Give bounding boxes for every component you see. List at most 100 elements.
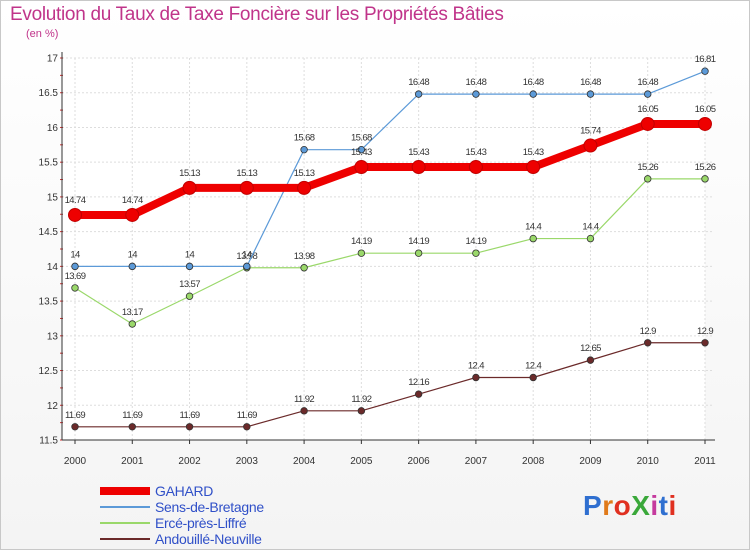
data-label-sens-de-bretagne: 15.68 — [351, 133, 372, 144]
data-label-gahard: 15.43 — [351, 147, 372, 158]
chart-unit-label: (en %) — [26, 28, 59, 40]
data-point-gahard — [526, 160, 541, 175]
data-label-sens-de-bretagne: 16.48 — [580, 77, 601, 88]
data-label-andouille-neuville: 11.69 — [122, 410, 142, 421]
data-label-gahard: 16.05 — [695, 104, 716, 115]
x-tick-label: 2002 — [178, 456, 201, 467]
data-point-andouille-neuville — [529, 373, 537, 382]
data-label-gahard: 15.43 — [466, 147, 487, 158]
data-label-andouille-neuville: 12.16 — [408, 377, 429, 388]
data-label-sens-de-bretagne: 16.48 — [408, 77, 429, 88]
data-point-sens-de-bretagne — [243, 262, 251, 271]
data-point-erce-pres-liffre — [701, 175, 709, 183]
proxiti-logo: ProXiti — [583, 490, 677, 521]
data-label-erce-pres-liffre: 14.19 — [466, 236, 487, 247]
y-tick-label: 16.5 — [39, 88, 59, 99]
data-point-gahard — [411, 160, 426, 175]
data-point-gahard — [125, 207, 140, 222]
data-label-sens-de-bretagne: 14 — [70, 249, 80, 260]
y-tick-label: 15.5 — [39, 158, 59, 169]
data-point-sens-de-bretagne — [529, 90, 537, 98]
data-label-erce-pres-liffre: 13.17 — [122, 307, 143, 318]
data-point-gahard — [583, 138, 598, 153]
data-point-erce-pres-liffre — [357, 249, 366, 257]
data-point-andouille-neuville — [128, 423, 136, 431]
x-tick-label: 2006 — [408, 456, 431, 467]
data-label-erce-pres-liffre: 14.4 — [525, 222, 541, 233]
x-tick-label: 2010 — [637, 456, 660, 467]
data-label-andouille-neuville: 12.4 — [525, 360, 541, 371]
y-tick-label: 11.5 — [39, 436, 58, 447]
legend-swatch — [100, 522, 150, 524]
data-label-gahard: 14.74 — [65, 195, 86, 206]
data-label-sens-de-bretagne: 15.68 — [294, 133, 315, 144]
data-label-erce-pres-liffre: 13.98 — [294, 251, 315, 262]
data-point-sens-de-bretagne — [701, 67, 709, 75]
data-point-sens-de-bretagne — [185, 262, 194, 271]
plot-area — [62, 58, 705, 440]
series-line-andouille-neuville — [74, 342, 706, 428]
data-point-andouille-neuville — [71, 423, 79, 431]
legend-label: GAHARD — [155, 483, 214, 499]
y-tick-label: 15 — [47, 192, 59, 203]
series-line-erce-pres-liffre — [74, 178, 706, 325]
data-label-andouille-neuville: 12.4 — [468, 360, 484, 371]
data-label-andouille-neuville: 11.69 — [65, 410, 85, 421]
data-label-andouille-neuville: 11.92 — [351, 394, 371, 405]
data-point-sens-de-bretagne — [128, 262, 136, 271]
data-point-andouille-neuville — [472, 373, 480, 382]
data-label-erce-pres-liffre: 13.57 — [179, 279, 200, 290]
data-point-sens-de-bretagne — [472, 90, 480, 98]
legend-label: Ercé-près-Liffré — [155, 515, 247, 531]
data-label-andouille-neuville: 12.65 — [580, 343, 601, 354]
data-label-gahard: 15.13 — [179, 168, 200, 179]
data-label-andouille-neuville: 12.9 — [697, 326, 713, 337]
data-label-sens-de-bretagne: 16.48 — [523, 77, 544, 88]
x-tick-label: 2005 — [350, 456, 373, 467]
data-point-sens-de-bretagne — [71, 262, 79, 271]
data-point-andouille-neuville — [644, 339, 652, 347]
data-point-gahard — [297, 180, 312, 195]
data-label-andouille-neuville: 11.92 — [294, 394, 314, 405]
x-tick-label: 2000 — [64, 456, 87, 467]
data-point-erce-pres-liffre — [185, 292, 194, 300]
data-point-andouille-neuville — [586, 356, 595, 364]
data-label-erce-pres-liffre: 14.19 — [408, 236, 429, 247]
y-tick-label: 17 — [47, 54, 59, 65]
data-point-gahard — [182, 180, 197, 195]
data-point-gahard — [640, 116, 655, 131]
data-point-gahard — [68, 207, 82, 222]
x-tick-label: 2001 — [121, 456, 144, 467]
data-point-andouille-neuville — [357, 407, 366, 415]
data-label-sens-de-bretagne: 16.48 — [637, 77, 658, 88]
data-point-sens-de-bretagne — [586, 90, 595, 98]
data-point-gahard — [468, 160, 483, 175]
series-line-sens-de-bretagne — [74, 70, 706, 267]
x-tick-label: 2008 — [522, 456, 545, 467]
legend-label: Andouillé-Neuville — [155, 531, 262, 547]
data-label-erce-pres-liffre: 13.98 — [236, 251, 257, 262]
data-label-sens-de-bretagne: 16.81 — [695, 54, 716, 65]
y-tick-label: 14 — [47, 262, 59, 273]
y-tick-label: 12.5 — [39, 366, 59, 377]
data-point-erce-pres-liffre — [586, 234, 595, 243]
chart-title: Evolution du Taux de Taxe Foncière sur l… — [10, 4, 504, 25]
data-label-gahard: 15.43 — [408, 147, 429, 158]
data-point-erce-pres-liffre — [414, 249, 423, 257]
data-point-sens-de-bretagne — [414, 90, 423, 98]
data-point-andouille-neuville — [243, 423, 251, 431]
x-tick-label: 2003 — [236, 456, 259, 467]
data-point-erce-pres-liffre — [472, 249, 480, 257]
data-point-erce-pres-liffre — [300, 264, 308, 272]
data-point-erce-pres-liffre — [71, 284, 79, 292]
y-tick-label: 13 — [47, 331, 59, 342]
data-label-erce-pres-liffre: 14.19 — [351, 236, 372, 247]
data-point-sens-de-bretagne — [300, 145, 308, 154]
data-point-erce-pres-liffre — [128, 320, 136, 328]
data-point-andouille-neuville — [701, 339, 709, 347]
data-point-andouille-neuville — [185, 423, 194, 431]
y-tick-label: 12 — [47, 401, 59, 412]
data-point-gahard — [239, 180, 254, 195]
data-point-sens-de-bretagne — [357, 145, 366, 154]
